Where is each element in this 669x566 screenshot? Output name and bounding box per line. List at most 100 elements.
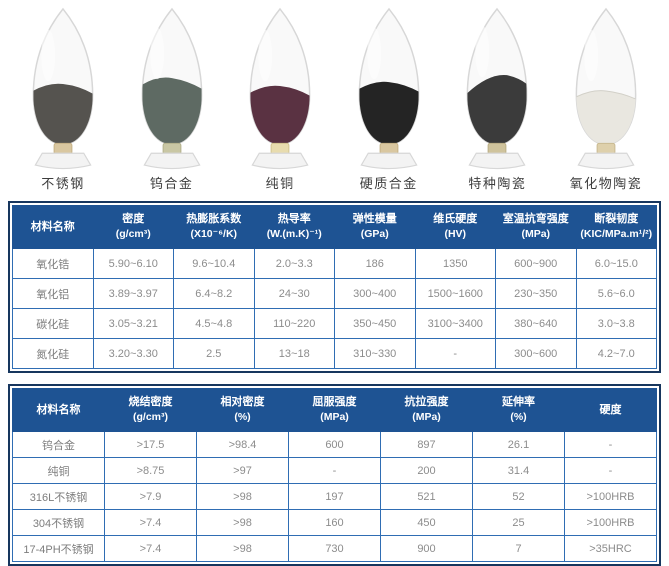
ceramics-table: 材料名称 密度 (g/cm³) 热膨胀系数 (X10⁻⁶/K) 热导率 (W.(m.K… bbox=[12, 205, 657, 369]
table-cell: 25 bbox=[472, 509, 565, 536]
table-cell: 26.1 bbox=[472, 431, 565, 458]
table-row: 17-4PH不锈钢 >7.4 >98 730 900 7 >35HRC bbox=[12, 535, 657, 562]
table-cell: 3.05~3.21 bbox=[92, 308, 174, 339]
table-cell: >17.5 bbox=[104, 431, 197, 458]
sample-vessel-image bbox=[32, 7, 94, 170]
table-cell: - bbox=[288, 457, 381, 484]
table-cell: >100HRB bbox=[564, 509, 657, 536]
ceramics-table-header: 材料名称 密度 (g/cm³) 热膨胀系数 (X10⁻⁶/K) 热导率 (W.(m.K… bbox=[12, 205, 657, 249]
sample-vessel-image bbox=[575, 7, 637, 170]
metals-table-header: 材料名称 烧结密度 (g/cm³) 相对密度 (%) 屈服强度 (MPa) 抗拉强度(… bbox=[12, 388, 657, 432]
metals-table: 材料名称 烧结密度 (g/cm³) 相对密度 (%) 屈服强度 (MPa) 抗拉强度(… bbox=[12, 388, 657, 562]
table-row: 氧化锆 5.90~6.10 9.6~10.4 2.0~3.3 186 1350 … bbox=[12, 248, 657, 279]
glass-base bbox=[468, 152, 526, 170]
cork-stopper bbox=[487, 142, 507, 155]
table-cell: 52 bbox=[472, 483, 565, 510]
cork-stopper bbox=[596, 142, 616, 155]
table-cell: 1350 bbox=[414, 248, 496, 279]
column-header: 材料名称 bbox=[12, 205, 94, 249]
column-header: 硬度 bbox=[564, 388, 657, 432]
table-cell: 300~600 bbox=[495, 338, 577, 369]
glass-highlight bbox=[149, 27, 164, 80]
table-cell: 6.0~15.0 bbox=[575, 248, 657, 279]
table-cell: >98 bbox=[196, 535, 289, 562]
table-cell: >7.4 bbox=[104, 509, 197, 536]
table-cell: - bbox=[414, 338, 496, 369]
table-cell: >98 bbox=[196, 509, 289, 536]
column-header: 屈服强度 (MPa) bbox=[288, 388, 381, 432]
table-cell: - bbox=[564, 457, 657, 484]
column-header: 维氏硬度 (HV) bbox=[414, 205, 496, 249]
column-header: 密度 (g/cm³) bbox=[92, 205, 174, 249]
table-cell: 2.5 bbox=[173, 338, 255, 369]
table-cell: 31.4 bbox=[472, 457, 565, 484]
table-cell: 24~30 bbox=[253, 278, 335, 309]
table-cell: 13~18 bbox=[253, 338, 335, 369]
table-cell: >98 bbox=[196, 483, 289, 510]
material-photo-oxide-ceramics: 氧化物陶瓷 bbox=[553, 4, 659, 192]
table-cell: 7 bbox=[472, 535, 565, 562]
table-cell: 897 bbox=[380, 431, 473, 458]
column-header: 室温抗弯强度 (MPa) bbox=[495, 205, 577, 249]
material-photo-pure-copper: 纯铜 bbox=[227, 4, 333, 192]
glass-highlight bbox=[475, 25, 490, 78]
glass-base bbox=[34, 152, 92, 170]
table-cell: 186 bbox=[334, 248, 416, 279]
granules bbox=[250, 85, 310, 145]
table-cell: 4.5~4.8 bbox=[173, 308, 255, 339]
table-cell: >97 bbox=[196, 457, 289, 484]
sample-vessel-image bbox=[141, 7, 202, 170]
sample-photos-row: 不锈钢 钨合金 纯铜 硬质合金 bbox=[0, 0, 669, 192]
metals-table-container: 材料名称 烧结密度 (g/cm³) 相对密度 (%) 屈服强度 (MPa) 抗拉强度(… bbox=[8, 384, 661, 566]
material-photo-special-ceramics: 特种陶瓷 bbox=[444, 4, 550, 192]
table-cell: 4.2~7.0 bbox=[575, 338, 657, 369]
table-row: 氧化铝 3.89~3.97 6.4~8.2 24~30 300~400 1500… bbox=[12, 278, 657, 309]
material-photo-tungsten-alloy: 钨合金 bbox=[119, 4, 225, 192]
table-row: 316L不锈钢 >7.9 >98 197 521 52 >100HRB bbox=[12, 483, 657, 510]
table-cell: >100HRB bbox=[564, 483, 657, 510]
table-cell: 450 bbox=[380, 509, 473, 536]
material-label: 特种陶瓷 bbox=[468, 176, 527, 191]
table-cell: 730 bbox=[288, 535, 381, 562]
column-header: 材料名称 bbox=[12, 388, 105, 432]
material-name-cell: 纯铜 bbox=[12, 457, 105, 484]
glass-highlight bbox=[367, 27, 381, 80]
table-cell: 2.0~3.3 bbox=[253, 248, 335, 279]
column-header: 抗拉强度 (MPa) bbox=[380, 388, 473, 432]
table-cell: >35HRC bbox=[564, 535, 657, 562]
material-label: 钨合金 bbox=[149, 176, 194, 191]
table-cell: 3.0~3.8 bbox=[575, 308, 657, 339]
table-cell: 900 bbox=[380, 535, 473, 562]
table-cell: >98.4 bbox=[196, 431, 289, 458]
material-name-cell: 氧化铝 bbox=[12, 278, 94, 309]
table-cell: 200 bbox=[380, 457, 473, 484]
table-cell: 160 bbox=[288, 509, 381, 536]
material-name-cell: 316L不锈钢 bbox=[12, 483, 105, 510]
material-name-cell: 17-4PH不锈钢 bbox=[12, 535, 105, 562]
table-cell: 1500~1600 bbox=[414, 278, 496, 309]
sample-vessel-image bbox=[358, 7, 420, 170]
material-label: 氧化物陶瓷 bbox=[569, 176, 643, 191]
granules bbox=[33, 83, 93, 145]
material-name-cell: 碳化硅 bbox=[12, 308, 94, 339]
glass-highlight bbox=[258, 29, 273, 82]
sample-vessel-image bbox=[249, 7, 311, 170]
table-cell: 600 bbox=[288, 431, 381, 458]
material-label: 硬质合金 bbox=[359, 176, 418, 191]
table-cell: >8.75 bbox=[104, 457, 197, 484]
granules bbox=[467, 75, 528, 145]
column-header: 烧结密度 (g/cm³) bbox=[104, 388, 197, 432]
table-row: 碳化硅 3.05~3.21 4.5~4.8 110~220 350~450 31… bbox=[12, 308, 657, 339]
table-cell: 110~220 bbox=[253, 308, 335, 339]
table-cell: 300~400 bbox=[334, 278, 416, 309]
table-cell: 5.6~6.0 bbox=[575, 278, 657, 309]
cork-stopper bbox=[162, 142, 181, 155]
cork-stopper bbox=[379, 142, 399, 155]
column-header: 断裂韧度 (KIC/MPa.m¹/²) bbox=[575, 205, 657, 249]
glass-highlight bbox=[41, 29, 56, 82]
table-row: 304不锈钢 >7.4 >98 160 450 25 >100HRB bbox=[12, 509, 657, 536]
material-name-cell: 304不锈钢 bbox=[12, 509, 105, 536]
column-header: 热膨胀系数 (X10⁻⁶/K) bbox=[173, 205, 255, 249]
column-header: 弹性模量 (GPa) bbox=[334, 205, 416, 249]
